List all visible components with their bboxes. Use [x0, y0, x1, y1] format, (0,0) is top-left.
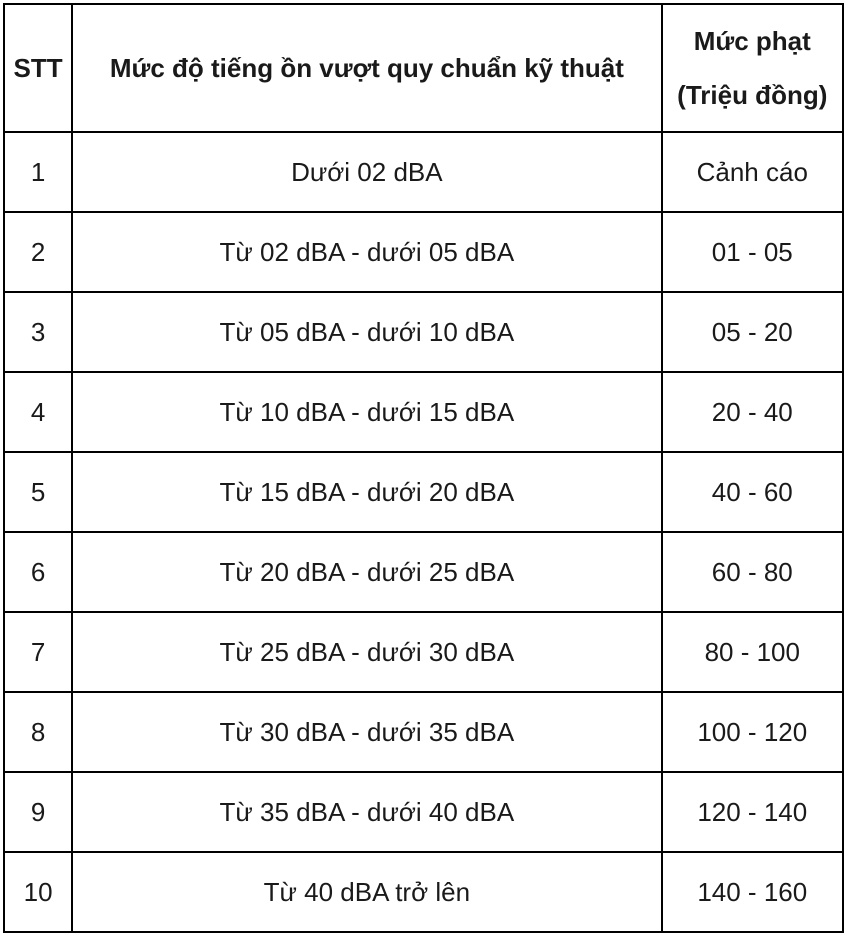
cell-noise-level: Từ 30 dBA - dưới 35 dBA: [71, 691, 663, 773]
header-row: STT Mức độ tiếng ồn vượt quy chuẩn kỹ th…: [2, 3, 845, 133]
cell-fine: 120 - 140: [660, 771, 845, 853]
noise-fine-table: STT Mức độ tiếng ồn vượt quy chuẩn kỹ th…: [2, 3, 845, 933]
header-fine-line1: Mức phạt: [693, 26, 811, 56]
cell-stt: 7: [2, 611, 74, 693]
table-row: 4 Từ 10 dBA - dưới 15 dBA 20 - 40: [2, 371, 845, 453]
cell-stt: 6: [2, 531, 74, 613]
cell-noise-level: Từ 25 dBA - dưới 30 dBA: [71, 611, 663, 693]
cell-fine: 40 - 60: [660, 451, 845, 533]
header-noise-level: Mức độ tiếng ồn vượt quy chuẩn kỹ thuật: [71, 3, 663, 133]
cell-noise-level: Từ 15 dBA - dưới 20 dBA: [71, 451, 663, 533]
cell-fine: 80 - 100: [660, 611, 845, 693]
cell-stt: 3: [2, 291, 74, 373]
cell-fine: 60 - 80: [660, 531, 845, 613]
table-header: STT Mức độ tiếng ồn vượt quy chuẩn kỹ th…: [2, 3, 845, 133]
cell-noise-level: Dưới 02 dBA: [71, 131, 663, 213]
cell-fine: Cảnh cáo: [660, 131, 845, 213]
cell-fine: 01 - 05: [660, 211, 845, 293]
table-row: 9 Từ 35 dBA - dưới 40 dBA 120 - 140: [2, 771, 845, 853]
cell-noise-level: Từ 35 dBA - dưới 40 dBA: [71, 771, 663, 853]
table-row: 6 Từ 20 dBA - dưới 25 dBA 60 - 80: [2, 531, 845, 613]
cell-stt: 2: [2, 211, 74, 293]
cell-noise-level: Từ 05 dBA - dưới 10 dBA: [71, 291, 663, 373]
table-body: 1 Dưới 02 dBA Cảnh cáo 2 Từ 02 dBA - dướ…: [2, 131, 845, 933]
cell-stt: 4: [2, 371, 74, 453]
header-fine-line2: (Triệu đồng): [677, 80, 828, 110]
cell-noise-level: Từ 02 dBA - dưới 05 dBA: [71, 211, 663, 293]
header-stt: STT: [2, 3, 74, 133]
cell-stt: 5: [2, 451, 74, 533]
cell-noise-level: Từ 10 dBA - dưới 15 dBA: [71, 371, 663, 453]
cell-noise-level: Từ 40 dBA trở lên: [71, 851, 663, 933]
cell-stt: 10: [2, 851, 74, 933]
header-fine: Mức phạt (Triệu đồng): [660, 3, 845, 133]
table-row: 2 Từ 02 dBA - dưới 05 dBA 01 - 05: [2, 211, 845, 293]
table-row: 3 Từ 05 dBA - dưới 10 dBA 05 - 20: [2, 291, 845, 373]
cell-fine: 140 - 160: [660, 851, 845, 933]
cell-stt: 8: [2, 691, 74, 773]
cell-fine: 20 - 40: [660, 371, 845, 453]
table-row: 5 Từ 15 dBA - dưới 20 dBA 40 - 60: [2, 451, 845, 533]
cell-fine: 05 - 20: [660, 291, 845, 373]
table-row: 10 Từ 40 dBA trở lên 140 - 160: [2, 851, 845, 933]
table-row: 8 Từ 30 dBA - dưới 35 dBA 100 - 120: [2, 691, 845, 773]
cell-stt: 9: [2, 771, 74, 853]
cell-fine: 100 - 120: [660, 691, 845, 773]
cell-stt: 1: [2, 131, 74, 213]
cell-noise-level: Từ 20 dBA - dưới 25 dBA: [71, 531, 663, 613]
table-row: 7 Từ 25 dBA - dưới 30 dBA 80 - 100: [2, 611, 845, 693]
table-row: 1 Dưới 02 dBA Cảnh cáo: [2, 131, 845, 213]
